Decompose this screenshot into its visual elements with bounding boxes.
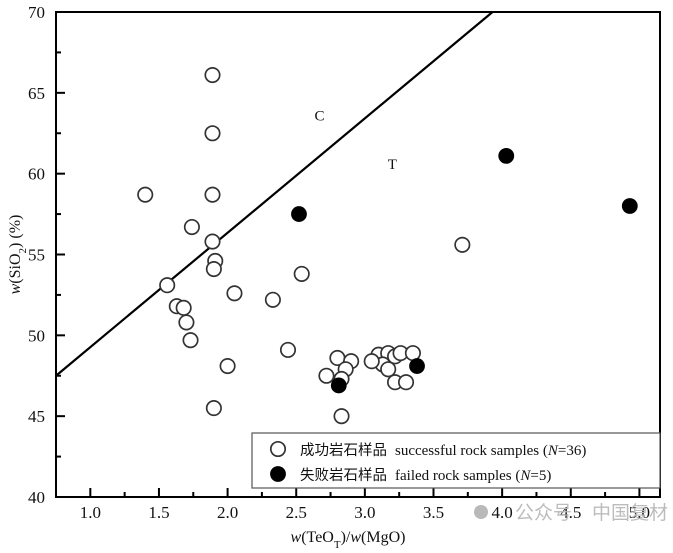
- x-tick-label: 2.5: [286, 503, 307, 522]
- data-point-open: [397, 374, 415, 391]
- x-tick-label: 4.0: [492, 503, 513, 522]
- data-point-open: [204, 125, 221, 142]
- data-point-open: [333, 408, 350, 425]
- watermark-text-2: 中国复材: [592, 502, 669, 524]
- data-point-open: [454, 236, 471, 253]
- x-tick-label: 3.0: [354, 503, 375, 522]
- legend: 成功岩石样品 successful rock samples (N=36) 失败岩石…: [251, 432, 661, 489]
- zone-labels: CT: [315, 108, 397, 173]
- legend-label-en: failed rock samples (N=5): [395, 468, 551, 484]
- data-points-failed: [291, 147, 638, 394]
- data-point-filled: [330, 377, 347, 394]
- x-tick-label: 1.0: [80, 503, 101, 522]
- y-tick-label: 45: [28, 407, 45, 426]
- y-tick-label: 60: [28, 165, 45, 184]
- zone-label-c: C: [315, 108, 325, 124]
- zone-label-t: T: [388, 157, 397, 173]
- data-point-open: [318, 367, 335, 384]
- data-point-open: [404, 345, 421, 362]
- y-tick-label: 40: [28, 488, 45, 507]
- y-axis-label: w(SiO2) (%): [7, 215, 29, 295]
- legend-label-en: successful rock samples (N=36): [395, 443, 586, 459]
- x-tick-label: 3.5: [423, 503, 444, 522]
- plot-frame: [55, 11, 661, 498]
- data-point-open: [226, 285, 243, 302]
- data-point-open: [279, 341, 297, 358]
- y-tick-label: 70: [28, 3, 45, 22]
- data-point-open: [204, 186, 221, 203]
- data-point-open: [178, 314, 195, 331]
- y-axis-label-text: w(SiO2) (%): [7, 215, 29, 295]
- legend-box: [251, 432, 661, 489]
- x-axis-label-text: w(TeOT)/w(MgO): [291, 529, 406, 551]
- data-point-open: [204, 233, 221, 250]
- data-point-open: [175, 299, 192, 316]
- x-tick-label: 5.0: [629, 503, 650, 522]
- data-points-successful: [137, 67, 471, 425]
- axis-tick-labels: 1.0 1.5 2.0 2.5 3.0 3.5 4.0 4.5 5.0 40 45 50 55 60 65 7…: [28, 3, 650, 522]
- data-point-open: [183, 218, 200, 236]
- data-point-open: [205, 400, 222, 417]
- axis-ticks: [56, 51, 641, 497]
- watermark-logo-icon: [474, 505, 488, 519]
- y-tick-label: 65: [28, 84, 45, 103]
- x-tick-label: 4.5: [560, 503, 581, 522]
- data-point-open: [293, 265, 310, 282]
- data-point-open: [182, 332, 199, 349]
- watermark-text-1: 公众号: [515, 502, 573, 524]
- data-point-open: [204, 67, 221, 84]
- y-tick-label: 50: [28, 326, 45, 345]
- x-axis-label: w(TeOT)/w(MgO): [291, 529, 406, 551]
- data-point-open: [363, 353, 380, 370]
- legend-label-cn: 成功岩石样品: [300, 442, 387, 459]
- data-point-open: [137, 186, 154, 203]
- legend-marker-open: [269, 440, 287, 458]
- y-tick-label: 55: [28, 246, 45, 265]
- data-point-filled: [291, 206, 307, 222]
- data-point-open: [159, 277, 176, 294]
- data-point-open: [380, 361, 397, 378]
- divider-line: [55, 11, 494, 377]
- data-point-filled: [498, 147, 515, 164]
- data-point-open: [219, 357, 236, 375]
- data-point-open: [205, 260, 222, 278]
- x-tick-label: 1.5: [148, 503, 169, 522]
- x-tick-label: 2.0: [217, 503, 238, 522]
- data-point-filled: [621, 198, 638, 214]
- legend-label-cn: 失败岩石样品: [300, 467, 387, 484]
- data-point-filled: [409, 358, 425, 374]
- legend-marker-filled: [270, 466, 286, 482]
- c-t-divider-line: [55, 11, 494, 377]
- data-point-open: [264, 291, 281, 308]
